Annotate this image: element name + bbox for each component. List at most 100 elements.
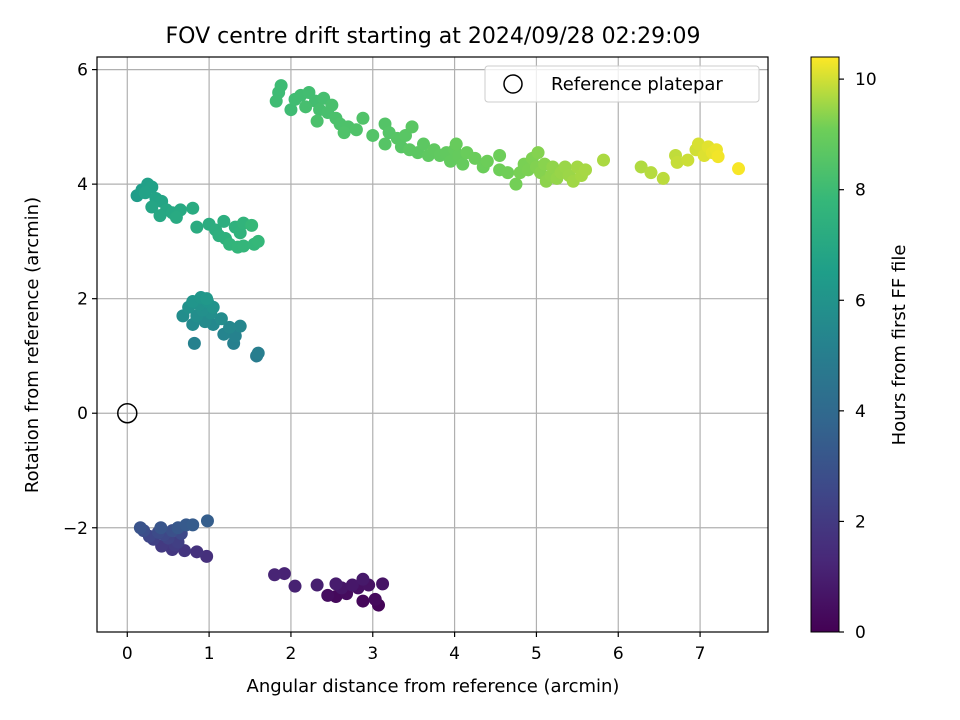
data-point: [200, 549, 214, 563]
legend-entry-reference: Reference platepar: [551, 74, 723, 95]
data-point: [349, 123, 363, 137]
y-tick-label: 4: [77, 175, 88, 195]
data-point: [153, 209, 167, 223]
data-point: [634, 160, 648, 174]
data-point: [154, 521, 168, 535]
data-point: [251, 346, 265, 360]
data-point: [186, 518, 200, 532]
data-point: [456, 157, 470, 171]
y-axis-label: Rotation from reference (arcmin): [22, 197, 43, 493]
data-point: [405, 120, 419, 134]
data-point: [597, 153, 611, 167]
data-point: [233, 319, 247, 333]
data-point: [269, 94, 283, 108]
data-point: [251, 234, 265, 248]
y-axis-ticks: −2 0 2 4 6: [63, 61, 97, 539]
data-point: [325, 98, 339, 112]
x-tick-label: 6: [613, 644, 624, 664]
colorbar: 0 2 4 6 8 10 Hours from first FF file: [810, 56, 910, 643]
data-point: [732, 162, 746, 176]
data-point: [329, 577, 343, 591]
x-tick-label: 2: [286, 644, 297, 664]
data-point: [356, 572, 370, 586]
data-point: [356, 594, 370, 608]
data-point: [223, 320, 237, 334]
colorbar-ticks: 0 2 4 6 8 10: [839, 70, 877, 643]
data-point: [245, 218, 259, 232]
data-point: [217, 214, 231, 228]
data-point: [190, 220, 204, 234]
data-point: [310, 114, 324, 128]
data-point: [236, 239, 250, 253]
data-point: [187, 336, 201, 350]
y-tick-label: 0: [77, 404, 88, 424]
reference-platepar-marker: [117, 402, 138, 424]
data-point: [366, 128, 380, 142]
data-point: [531, 146, 545, 160]
data-point: [656, 171, 670, 185]
y-tick-label: −2: [63, 519, 88, 539]
data-point: [268, 568, 282, 582]
data-point: [449, 137, 463, 151]
colorbar-gradient: [810, 56, 840, 633]
data-point: [368, 592, 382, 606]
data-point: [200, 292, 214, 306]
data-point: [378, 137, 392, 151]
chart-title: FOV centre drift starting at 2024/09/28 …: [166, 24, 701, 49]
x-axis-ticks: 0 1 2 3 4 5 6 7: [122, 632, 706, 664]
data-point: [310, 578, 324, 592]
reference-marker-layer: [117, 402, 138, 424]
data-point: [337, 126, 351, 140]
legend-reference-marker: [503, 74, 523, 94]
x-tick-label: 1: [204, 644, 215, 664]
data-point: [376, 577, 390, 591]
x-tick-label: 4: [449, 644, 460, 664]
data-point: [200, 514, 214, 528]
data-point: [356, 111, 370, 125]
data-point: [288, 579, 302, 593]
data-point: [509, 177, 523, 191]
data-point: [145, 200, 159, 214]
colorbar-tick-label: 4: [855, 402, 866, 422]
colorbar-tick-label: 0: [855, 623, 866, 643]
data-point: [186, 201, 200, 215]
data-point: [579, 163, 593, 177]
data-point: [468, 151, 482, 165]
data-point: [277, 567, 291, 581]
colorbar-label: Hours from first FF file: [889, 245, 910, 446]
data-point: [345, 578, 359, 592]
x-tick-label: 0: [122, 644, 133, 664]
data-point: [299, 100, 313, 114]
data-point: [416, 137, 430, 151]
data-point: [711, 150, 725, 164]
data-point: [480, 154, 494, 168]
data-point: [691, 137, 705, 151]
plot-frame: [96, 56, 769, 633]
data-point: [670, 155, 684, 169]
data-point: [169, 210, 183, 224]
data-point: [214, 312, 228, 326]
colorbar-tick-label: 10: [855, 70, 877, 90]
x-tick-label: 7: [695, 644, 706, 664]
data-point: [133, 521, 147, 535]
data-point: [321, 588, 335, 602]
data-point: [501, 166, 515, 180]
y-tick-label: 6: [77, 61, 88, 81]
x-tick-label: 3: [367, 644, 378, 664]
data-point: [284, 103, 298, 117]
data-point: [190, 545, 204, 559]
data-point: [644, 166, 658, 180]
data-point: [493, 149, 507, 163]
scatter-points: [130, 79, 746, 612]
x-axis-label: Angular distance from reference (arcmin): [247, 676, 620, 697]
y-tick-label: 2: [77, 290, 88, 310]
legend: Reference platepar: [484, 65, 760, 103]
colorbar-tick-label: 8: [855, 181, 866, 201]
colorbar-tick-label: 2: [855, 512, 866, 532]
data-point: [681, 153, 695, 167]
data-point: [138, 186, 152, 200]
legend-box: [484, 65, 760, 103]
x-tick-label: 5: [531, 644, 542, 664]
colorbar-tick-label: 6: [855, 291, 866, 311]
